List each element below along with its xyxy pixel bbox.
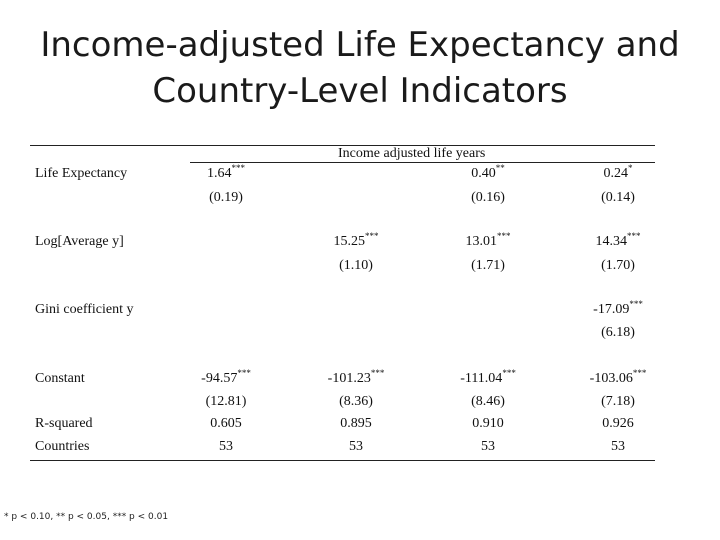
cell-r-squared-c1: 0.605 (210, 416, 242, 431)
cell-countries-c3: 53 (481, 439, 495, 454)
cell-constant-c2: -101.23*** (327, 368, 385, 387)
cell-constant-c4-se: (7.18) (601, 394, 635, 409)
row-label-gini: Gini coefficient y (35, 302, 134, 317)
cell-countries-c2: 53 (349, 439, 363, 454)
table-header: Income adjusted life years (338, 146, 486, 161)
row-label-countries: Countries (35, 439, 90, 454)
cell-r-squared-c4: 0.926 (602, 416, 634, 431)
cell-constant-c3: -111.04*** (460, 368, 516, 387)
cell-log-average-y-c4-se: (1.70) (601, 258, 635, 273)
cell-log-average-y-c3: 13.01*** (465, 231, 511, 250)
header-rule (190, 162, 655, 163)
cell-log-average-y-c2-se: (1.10) (339, 258, 373, 273)
row-label-life-expectancy: Life Expectancy (35, 166, 128, 181)
cell-life-expectancy-c4: 0.24* (603, 163, 633, 182)
cell-life-expectancy-c4-se: (0.14) (601, 190, 635, 205)
row-label-r-squared: R-squared (35, 416, 93, 431)
significance-footnote: * p < 0.10, ** p < 0.05, *** p < 0.01 (4, 512, 169, 522)
title-line-2: Country-Level Indicators (152, 71, 568, 111)
cell-life-expectancy-c1: 1.64*** (207, 163, 245, 182)
title-line-1: Income-adjusted Life Expectancy and (40, 25, 680, 65)
cell-countries-c1: 53 (219, 439, 233, 454)
table-bottom-rule (30, 460, 655, 461)
cell-constant-c1: -94.57*** (201, 368, 251, 387)
row-label-log-average-y: Log[Average y] (35, 234, 124, 249)
cell-constant-c1-se: (12.81) (205, 394, 247, 409)
cell-log-average-y-c2: 15.25*** (333, 231, 379, 250)
row-label-constant: Constant (35, 371, 85, 386)
cell-r-squared-c3: 0.910 (472, 416, 504, 431)
cell-countries-c4: 53 (611, 439, 625, 454)
cell-constant-c4: -103.06*** (589, 368, 647, 387)
cell-log-average-y-c4: 14.34*** (595, 231, 641, 250)
slide-title: Income-adjusted Life Expectancy and Coun… (0, 22, 720, 114)
cell-life-expectancy-c3-se: (0.16) (471, 190, 505, 205)
cell-constant-c2-se: (8.36) (339, 394, 373, 409)
cell-life-expectancy-c3: 0.40** (471, 163, 505, 182)
table-top-rule (30, 145, 655, 146)
cell-life-expectancy-c1-se: (0.19) (209, 190, 243, 205)
cell-gini-c4: -17.09*** (593, 299, 643, 318)
cell-r-squared-c2: 0.895 (340, 416, 372, 431)
cell-gini-c4-se: (6.18) (601, 325, 635, 340)
cell-constant-c3-se: (8.46) (471, 394, 505, 409)
cell-log-average-y-c3-se: (1.71) (471, 258, 505, 273)
